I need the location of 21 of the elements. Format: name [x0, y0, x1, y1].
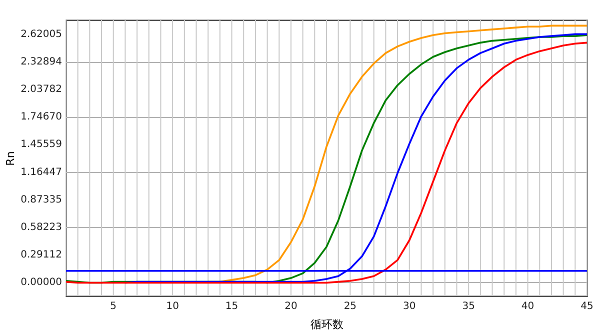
x-tick-label: 40: [521, 301, 534, 312]
y-tick-label: 0.87335: [20, 194, 62, 206]
y-tick-label: 0.00000: [20, 276, 62, 288]
x-tick-label: 30: [403, 301, 416, 312]
y-tick-label: 2.03782: [20, 84, 62, 96]
y-tick-label: 1.74670: [20, 112, 62, 123]
y-axis-title: Rn: [4, 151, 17, 166]
x-tick-label: 25: [344, 301, 357, 312]
y-tick-label: 2.32894: [20, 56, 62, 68]
y-tick-label: 1.16447: [20, 166, 62, 178]
x-tick-label: 5: [110, 301, 117, 312]
x-axis-title: 循环数: [310, 318, 344, 331]
x-tick-label: 20: [284, 301, 298, 312]
y-tick-label: 0.58223: [20, 222, 62, 233]
y-tick-label: 0.29112: [20, 249, 62, 260]
x-tick-label: 15: [225, 301, 238, 312]
x-tick-label: 45: [580, 301, 594, 312]
y-tick-label: 2.62005: [20, 29, 62, 40]
y-tick-label: 1.45559: [20, 139, 62, 150]
x-tick-label: 10: [166, 301, 179, 312]
x-tick-label: 35: [462, 301, 475, 312]
